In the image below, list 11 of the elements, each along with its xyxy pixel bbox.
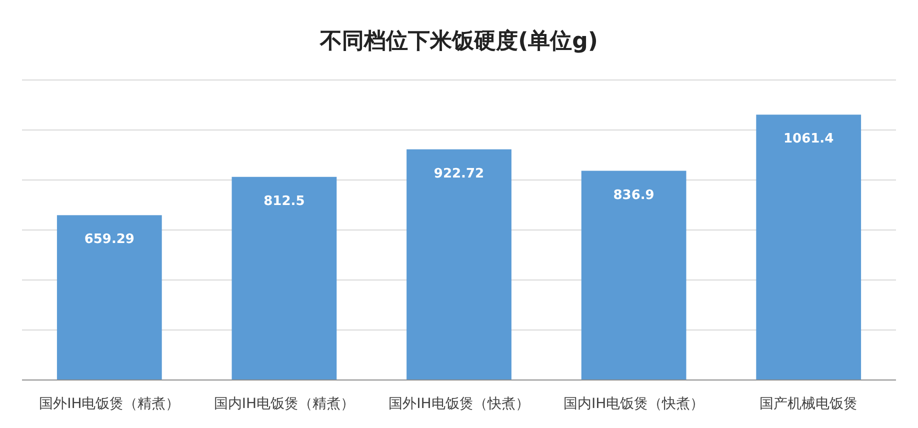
data-label: 812.5	[264, 194, 305, 209]
x-tick-label: 国内IH电饭煲（快煮）	[563, 396, 704, 412]
chart-title: 不同档位下米饭硬度(单位g)	[319, 28, 598, 54]
data-label: 1061.4	[784, 132, 834, 147]
data-label: 659.29	[84, 232, 134, 248]
x-tick-label: 国外IH电饭煲（快煮）	[388, 396, 530, 412]
x-tick-label: 国产机械电饭煲	[760, 396, 858, 412]
data-label: 836.9	[613, 188, 654, 203]
x-tick-label: 国外IH电饭煲（精煮）	[39, 396, 180, 412]
x-tick-label: 国内IH电饭煲（精煮）	[214, 396, 355, 412]
data-label: 922.72	[434, 166, 484, 182]
